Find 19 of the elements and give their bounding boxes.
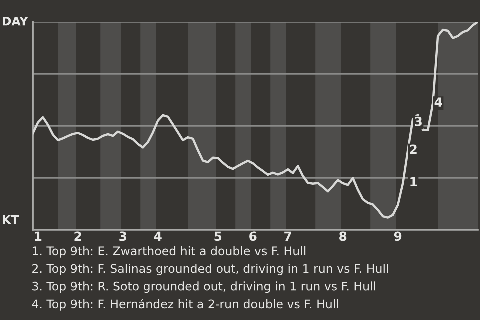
x-tick-label: 6 [250,232,257,242]
text: 4. Top 9th: F. Hernández hit a 2-run double vs F. Hull [32,299,338,311]
x-tick-label: 9 [394,232,402,242]
text: KT [3,215,20,224]
text: 3. Top 9th: R. Soto grounded out, driving in 1 run vs F. Hull [32,282,376,294]
x-tick-label: 2 [74,232,82,241]
x-tick-label: 3 [120,232,126,242]
x-tick-label: 4 [154,232,162,241]
text: 1. Top 9th: E. Zwarthoed hit a double vs F. Hull [32,246,306,258]
x-tick-label: 7 [284,232,292,241]
annotation: 1 [410,177,418,187]
x-tick-label: 8 [340,232,347,242]
text: DAY [3,17,28,26]
annotation: 3 [415,116,422,126]
x-tick-label: 1 [35,232,42,241]
x-tick-label: 5 [214,232,222,242]
annotation: 2 [410,144,417,154]
text: 2. Top 9th: F. Salinas grounded out, driving in 1 run vs F. Hull [32,264,388,276]
annotation: 4 [434,98,442,107]
